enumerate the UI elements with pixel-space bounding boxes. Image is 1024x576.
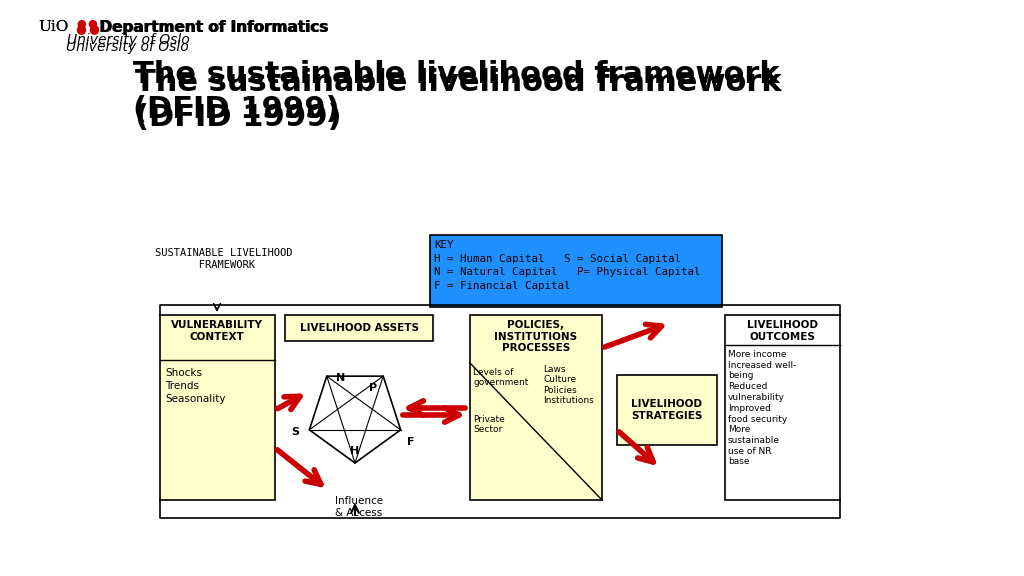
Text: Department of Informatics: Department of Informatics <box>100 20 329 35</box>
Text: ●: ● <box>88 22 99 35</box>
Text: ●: ● <box>87 18 97 28</box>
Text: The sustainable livelihood framework
(DFID 1999): The sustainable livelihood framework (DF… <box>133 60 779 124</box>
Text: University of Oslo: University of Oslo <box>66 40 188 54</box>
Text: KEY
H = Human Capital   S = Social Capital
N = Natural Capital   P= Physical Cap: KEY H = Human Capital S = Social Capital… <box>434 240 700 291</box>
FancyBboxPatch shape <box>470 315 602 500</box>
Text: H: H <box>350 446 359 456</box>
FancyBboxPatch shape <box>285 315 433 341</box>
Text: F: F <box>407 437 415 447</box>
Text: LIVELIHOOD ASSETS: LIVELIHOOD ASSETS <box>299 323 419 333</box>
Text: Shocks
Trends
Seasonality: Shocks Trends Seasonality <box>165 368 225 404</box>
Text: ●: ● <box>77 18 87 28</box>
FancyBboxPatch shape <box>725 315 840 500</box>
FancyBboxPatch shape <box>617 375 717 445</box>
Text: UiO: UiO <box>38 20 69 34</box>
Text: P: P <box>369 383 377 393</box>
Text: ●: ● <box>75 22 86 35</box>
Text: LIVELIHOOD
STRATEGIES: LIVELIHOOD STRATEGIES <box>632 399 702 421</box>
Text: More income
Increased well-
being
Reduced
vulnerability
Improved
food security
M: More income Increased well- being Reduce… <box>728 350 797 467</box>
Text: Laws
Culture
Policies
Institutions: Laws Culture Policies Institutions <box>543 365 594 405</box>
Text: LIVELIHOOD
OUTCOMES: LIVELIHOOD OUTCOMES <box>746 320 817 342</box>
Text: The sustainable livelihood framework
(DFID 1999): The sustainable livelihood framework (DF… <box>135 68 781 132</box>
Text: POLICIES,
INSTITUTIONS
PROCESSES: POLICIES, INSTITUTIONS PROCESSES <box>495 320 578 353</box>
Text: UiO: UiO <box>38 20 69 34</box>
Text: S: S <box>292 427 299 437</box>
Polygon shape <box>309 376 400 463</box>
Text: SUSTAINABLE LIVELIHOOD
       FRAMEWORK: SUSTAINABLE LIVELIHOOD FRAMEWORK <box>155 248 293 270</box>
Text: VULNERABILITY
CONTEXT: VULNERABILITY CONTEXT <box>171 320 263 342</box>
FancyBboxPatch shape <box>160 315 275 500</box>
Text: Levels of
government: Levels of government <box>473 368 528 388</box>
Text: University of Oslo: University of Oslo <box>67 33 189 47</box>
Text: Private
Sector: Private Sector <box>473 415 505 434</box>
FancyBboxPatch shape <box>430 235 722 307</box>
Text: Influence
& Access: Influence & Access <box>335 496 383 518</box>
Text: Department of Informatics: Department of Informatics <box>99 20 329 35</box>
Text: N: N <box>336 373 345 383</box>
